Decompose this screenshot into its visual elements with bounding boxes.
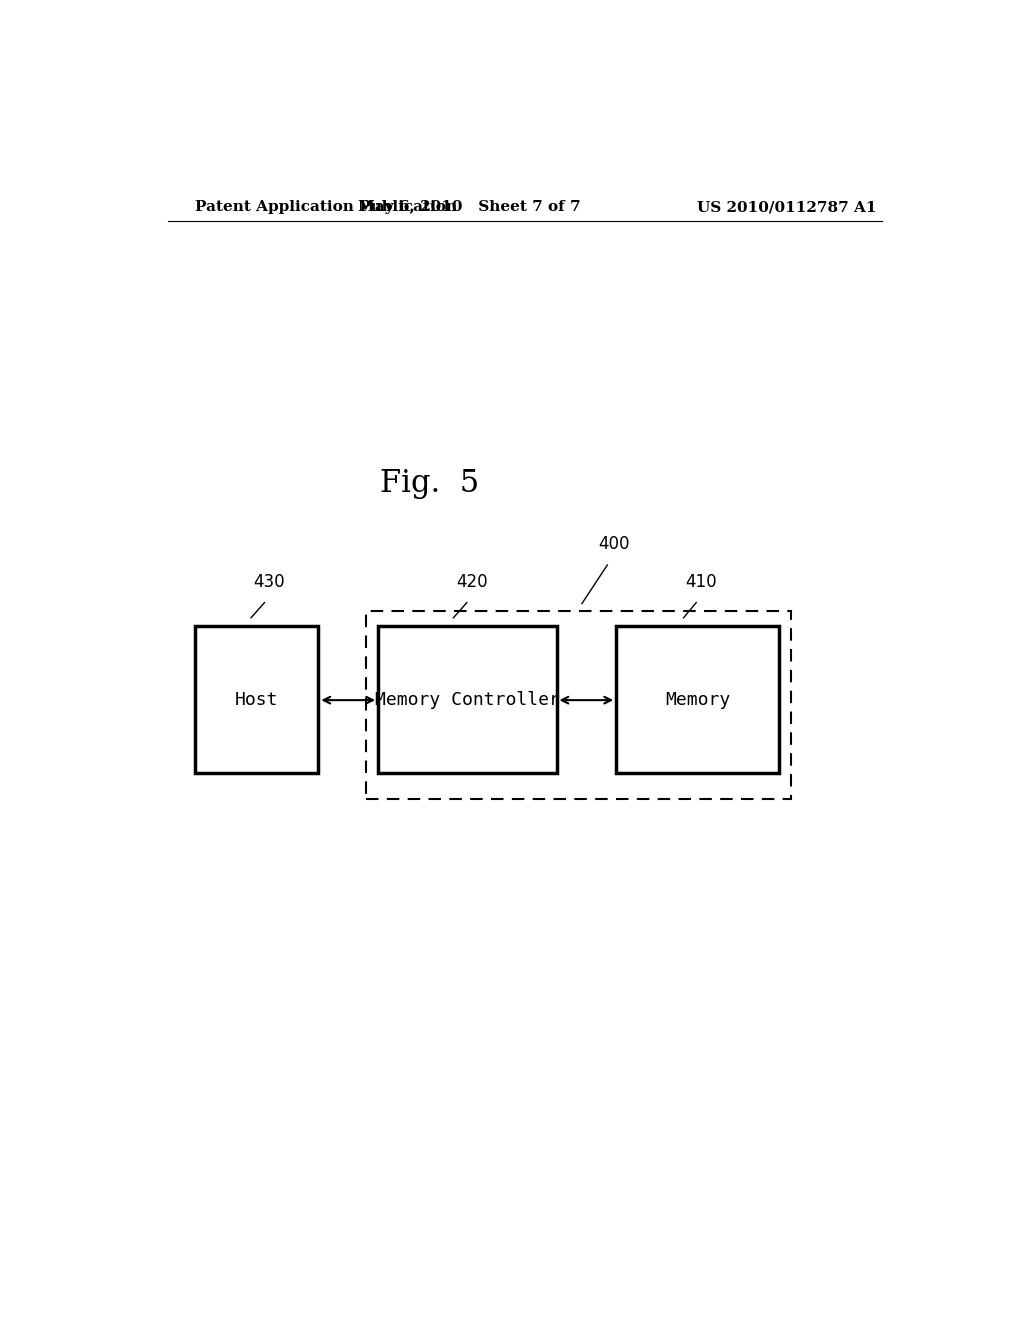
Text: 430: 430 <box>254 573 285 591</box>
Text: Patent Application Publication: Patent Application Publication <box>196 201 458 214</box>
Text: US 2010/0112787 A1: US 2010/0112787 A1 <box>697 201 877 214</box>
Bar <box>367 611 791 799</box>
Bar <box>616 626 779 774</box>
Text: Memory: Memory <box>665 690 730 709</box>
Bar <box>196 626 318 774</box>
Text: Host: Host <box>236 690 279 709</box>
Text: Memory Controller: Memory Controller <box>375 690 560 709</box>
Text: 400: 400 <box>598 535 630 553</box>
Text: May 6, 2010   Sheet 7 of 7: May 6, 2010 Sheet 7 of 7 <box>358 201 581 214</box>
Text: 420: 420 <box>456 573 487 591</box>
Text: 410: 410 <box>685 573 717 591</box>
Text: Fig.  5: Fig. 5 <box>380 469 479 499</box>
Bar <box>378 626 557 774</box>
